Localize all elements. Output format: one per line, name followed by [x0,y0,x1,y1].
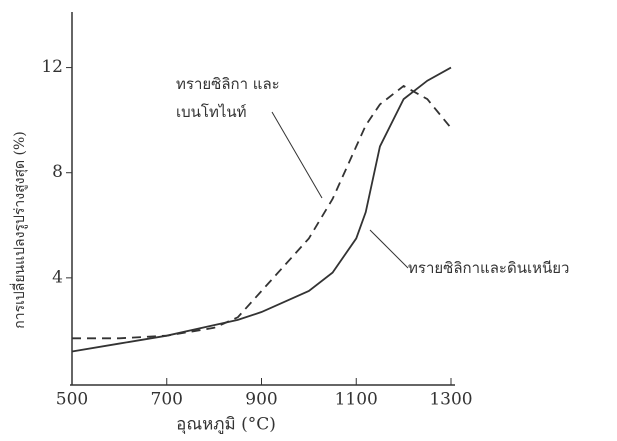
x-tick-label: 1300 [429,390,472,410]
x-tick-label: 700 [151,390,183,410]
series-annotation: ทรายซิลิกา และเบนโทไนท์ [176,75,280,121]
y-tick-label: 12 [41,57,63,77]
y-tick-label: 8 [52,162,63,182]
x-tick-label: 900 [245,390,277,410]
x-axis-label: อุณหภูมิ (°C) [176,415,276,435]
x-tick-label: 500 [56,390,88,410]
y-axis-label: การเปลี่ยนแปลงรูปร่างสูงสุด (%) [10,131,28,329]
leader-line [369,229,409,269]
y-tick-label: 4 [52,267,63,287]
x-tick-label: 1100 [335,390,378,410]
series-annotation: ทรายซิลิกาและดินเหนียว [408,259,570,277]
series-line [71,66,452,353]
series-line [72,84,452,340]
leader-line [271,111,323,199]
